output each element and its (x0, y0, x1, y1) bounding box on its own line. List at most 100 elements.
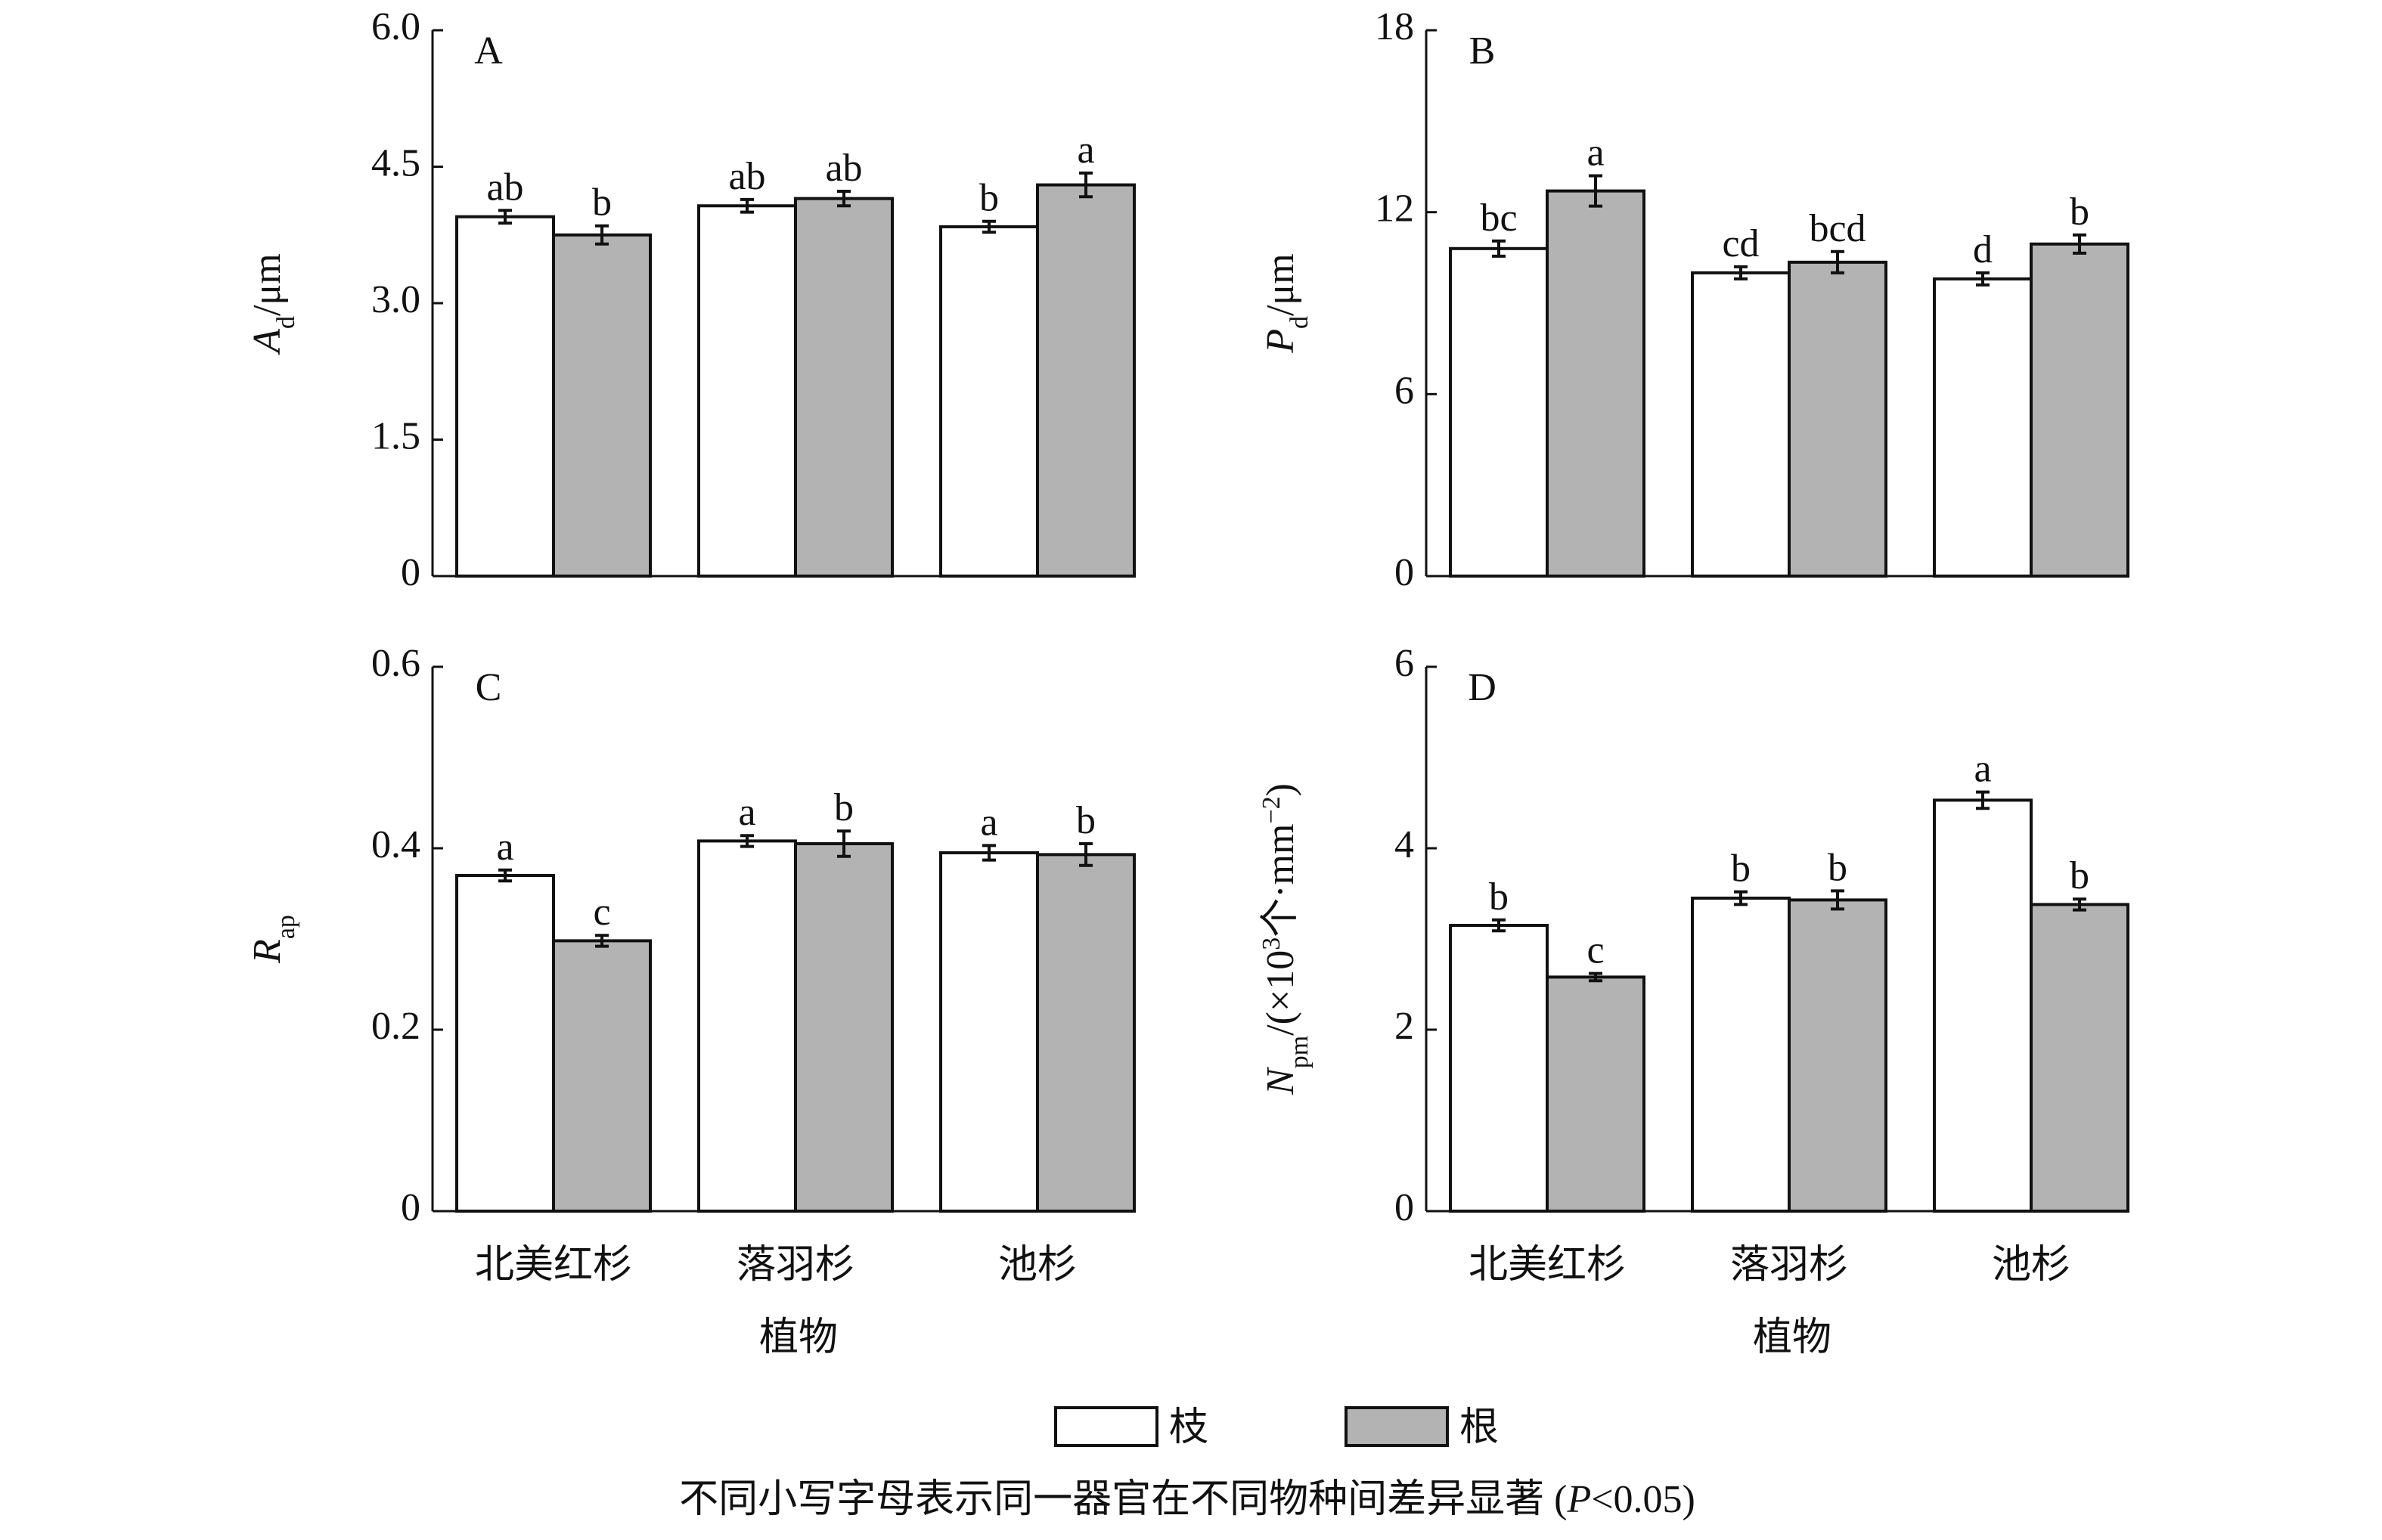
significance-letter: bcd (1809, 207, 1866, 250)
panel-label: B (1469, 29, 1496, 73)
error-bar (2073, 897, 2086, 912)
error-bar (1079, 842, 1093, 867)
text-part: R (246, 939, 289, 964)
text-part: pm (1286, 1036, 1314, 1068)
y-axis-label: Ad/μm (246, 253, 300, 355)
y-tick-label: 0 (401, 1186, 420, 1229)
error-bar (595, 934, 609, 948)
error-bar (1079, 171, 1093, 199)
bar (794, 197, 894, 578)
text-part: ap (272, 915, 300, 939)
text-part: 不同小写字母表示同一器官在不同物种间差异显著 ( (679, 1478, 1567, 1521)
bar (939, 225, 1039, 578)
x-tick-label: 落羽杉 (1730, 1244, 1848, 1287)
y-tick-label: 0.2 (371, 1005, 420, 1048)
error-bar (1831, 889, 1844, 911)
significance-letter: ab (486, 166, 523, 209)
bar (1691, 271, 1791, 578)
bar (1933, 277, 2033, 578)
y-tick-label: 3.0 (371, 278, 420, 321)
error-bar (498, 868, 512, 883)
legend-label: 根 (1459, 1406, 1499, 1449)
significance-letter: a (1586, 132, 1604, 175)
footnote: 不同小写字母表示同一器官在不同物种间差异显著 (P<0.05) (679, 1478, 1695, 1521)
significance-letter: a (496, 826, 513, 869)
panel-label: A (474, 29, 503, 73)
y-tick-label: 0 (1394, 1186, 1414, 1229)
text-part: P (1259, 329, 1302, 354)
bar (1449, 246, 1549, 578)
bar (2030, 242, 2129, 578)
bar (1691, 897, 1791, 1213)
error-bar (1976, 790, 1990, 810)
significance-letter: cd (1722, 222, 1759, 265)
y-tick-label: 12 (1375, 187, 1414, 231)
bar (1546, 975, 1645, 1213)
error-bar (837, 829, 851, 858)
text-part: N (1259, 1066, 1302, 1095)
x-tick-label: 池杉 (1992, 1244, 2070, 1287)
bar (455, 215, 555, 578)
text-part: /μm (1259, 253, 1302, 316)
error-bar (837, 189, 851, 208)
significance-letter: b (1731, 847, 1751, 891)
significance-letter: b (592, 181, 612, 225)
error-bar (595, 224, 609, 246)
y-tick-label: 6.0 (371, 5, 420, 48)
y-tick-label: 0 (401, 551, 420, 594)
text-part: d (1286, 316, 1314, 329)
text-part: 个·mm (1259, 824, 1302, 937)
significance-letter: b (1076, 799, 1096, 842)
error-bar (2073, 233, 2086, 255)
error-bar (498, 209, 512, 225)
x-axis-label: 植物 (759, 1316, 838, 1359)
bar (939, 851, 1039, 1213)
y-tick-label: 2 (1394, 1005, 1414, 1048)
error-bar (1734, 890, 1748, 906)
significance-letter: c (1586, 929, 1604, 972)
y-tick-label: 0.4 (371, 823, 420, 866)
bar (697, 204, 797, 578)
significance-letter: a (738, 791, 755, 834)
error-bar (982, 219, 996, 234)
error-bar (1492, 239, 1506, 258)
bar (1933, 798, 2033, 1213)
error-bar (740, 834, 754, 848)
x-axis-label: 植物 (1753, 1316, 1831, 1359)
text-part: /(×10 (1259, 950, 1302, 1036)
bar (1449, 924, 1549, 1213)
y-tick-label: 0.6 (371, 642, 420, 685)
bar (552, 939, 652, 1213)
bar (1036, 183, 1136, 578)
significance-letter: ab (728, 155, 765, 198)
significance-letter: bc (1480, 197, 1517, 240)
text-part: 3 (1258, 937, 1286, 950)
legend-label: 枝 (1169, 1406, 1208, 1449)
text-part: P (1566, 1478, 1591, 1521)
text-part: −2 (1258, 796, 1286, 823)
bar (1036, 853, 1136, 1213)
error-bar (1831, 249, 1844, 274)
bar (1546, 189, 1645, 578)
significance-letter: b (2070, 191, 2089, 234)
error-bar (1492, 918, 1506, 933)
y-tick-label: 6 (1394, 642, 1414, 685)
significance-letter: a (1974, 748, 1991, 791)
significance-letter: c (593, 891, 610, 934)
error-bar (1734, 265, 1748, 280)
significance-letter: ab (825, 147, 862, 190)
text-part: <0.05) (1591, 1478, 1695, 1521)
significance-letter: d (1973, 228, 1993, 271)
x-tick-label: 北美红杉 (475, 1244, 632, 1287)
bar (1788, 260, 1887, 578)
error-bar (740, 197, 754, 214)
significance-letter: a (1077, 129, 1094, 172)
y-axis-label: Pd/μm (1259, 253, 1314, 354)
bar (2030, 903, 2129, 1213)
y-axis-label: Npm/(×103个·mm−2) (1258, 783, 1314, 1095)
error-bar (1589, 174, 1602, 208)
significance-letter: b (1828, 846, 1847, 889)
significance-letter: b (1489, 875, 1509, 919)
error-bar (1589, 971, 1602, 983)
